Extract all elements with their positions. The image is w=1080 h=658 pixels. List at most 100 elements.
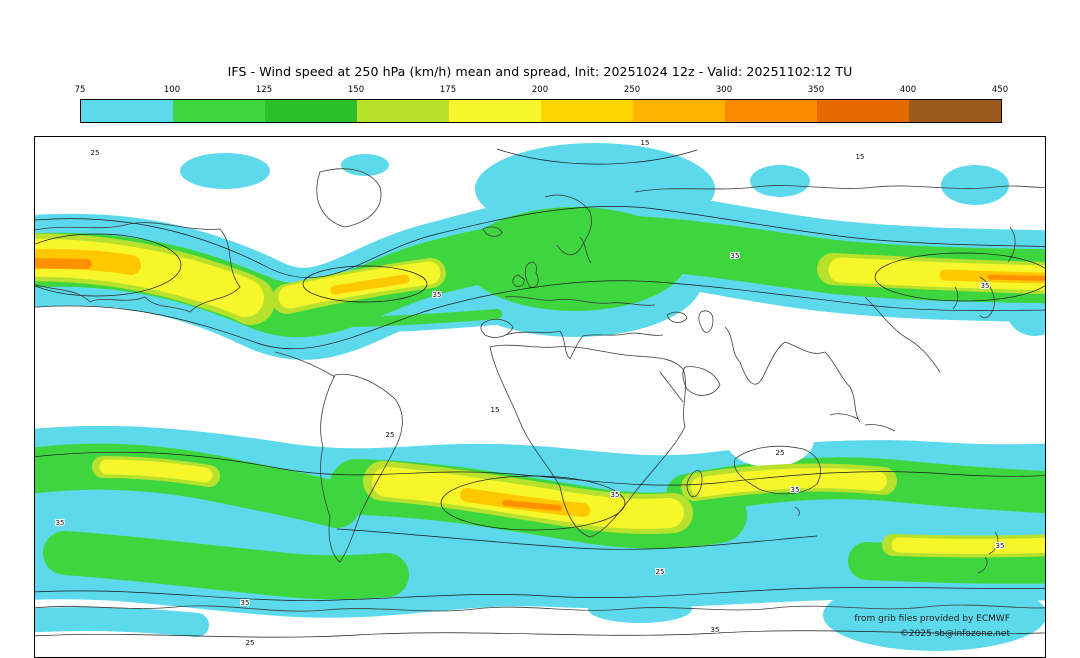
colorbar-tick-label: 200 — [531, 85, 549, 95]
spread-contour — [35, 587, 1045, 601]
coastline-south-america — [274, 351, 403, 563]
spread-contour — [35, 451, 1045, 486]
south-east-yellow — [691, 468, 887, 497]
map-frame: 25 15 15 35 35 35 15 25 25 35 35 35 25 35 35 25 35 from … — [34, 136, 1046, 658]
south-green — [848, 542, 1045, 584]
colorbar-cell — [725, 100, 817, 122]
coastline-asia-north — [634, 185, 1045, 193]
spread-contour — [336, 528, 818, 550]
contour-value-labels: 25 15 15 35 35 35 15 25 25 35 35 35 25 35 35 25 35 — [55, 138, 1006, 648]
colorbar-cell — [449, 100, 541, 122]
north-east-orange — [987, 274, 1045, 282]
coastline-arabia — [659, 366, 721, 403]
spread-contour — [35, 206, 1045, 278]
contour-label: 35 — [981, 282, 990, 290]
low-wind-hole — [726, 413, 814, 467]
credit-source: from grib files provided by ECMWF — [854, 614, 1010, 624]
colorbar-cell — [909, 100, 1001, 122]
spread-contour — [35, 233, 182, 297]
contour-label: 35 — [56, 519, 65, 527]
south-far-east-yellow — [891, 537, 1045, 554]
cyan-patch — [941, 165, 1009, 205]
contour-label: 35 — [611, 491, 620, 499]
colorbar-tick-label: 125 — [255, 85, 273, 95]
spread-contours — [35, 148, 1045, 638]
colorbar-wrap: 75 100 125 150 175 200 250 300 350 400 450 — [75, 85, 1009, 123]
coastline-europe — [504, 296, 664, 360]
colorbar-ticks: 75 100 125 150 175 200 250 300 350 400 450 — [75, 85, 1009, 98]
contour-label: 35 — [731, 252, 740, 260]
coastline-black-sea — [666, 311, 688, 323]
contour-label: 15 — [856, 153, 865, 161]
colorbar-tick-label: 450 — [991, 85, 1009, 95]
north-mid-gold — [330, 274, 410, 295]
coastline-iberia — [480, 318, 514, 338]
south-west-yellow — [99, 459, 213, 483]
cyan-patch — [341, 154, 389, 176]
colorbar-cell — [265, 100, 357, 122]
contour-label: 35 — [433, 291, 442, 299]
coastline-east-asia — [864, 226, 1016, 373]
contour-label: 15 — [491, 406, 500, 414]
coastline-british-isles — [512, 261, 539, 288]
coastline-caspian-sea — [698, 310, 714, 333]
contour-label: 25 — [246, 639, 255, 647]
credit-copyright: ©2025 sb@infozone.net — [900, 629, 1011, 639]
contour-label: 25 — [776, 449, 785, 457]
south-green — [43, 531, 409, 600]
subtropical-streak-green — [240, 309, 502, 328]
coastline-north-america — [35, 222, 241, 313]
colorbar-tick-label: 150 — [347, 85, 365, 95]
colorbar-tick-label: 300 — [715, 85, 733, 95]
colorbar — [80, 99, 1002, 123]
coastlines — [35, 168, 1045, 612]
wind-speed-map: 25 15 15 35 35 35 15 25 25 35 35 35 25 35 35 25 35 from … — [35, 138, 1045, 651]
colorbar-tick-label: 75 — [74, 85, 86, 95]
colorbar-cell — [173, 100, 265, 122]
colorbar-cell — [541, 100, 633, 122]
north-west-orange — [35, 258, 92, 269]
colorbar-tick-label: 350 — [807, 85, 825, 95]
spread-contour — [35, 280, 1045, 350]
coastline-new-zealand — [977, 531, 999, 574]
spread-contour — [35, 630, 1045, 638]
colorbar-tick-label: 250 — [623, 85, 641, 95]
cyan-hole — [248, 520, 292, 546]
cyan-patch — [588, 595, 692, 623]
contour-label: 35 — [241, 599, 250, 607]
cyan-strip — [35, 606, 209, 637]
cyan-patch — [180, 153, 270, 189]
colorbar-tick-label: 100 — [163, 85, 181, 95]
southeast-cyan-patch — [823, 579, 1045, 651]
coastline-madagascar — [686, 470, 703, 498]
coastline-australia — [733, 445, 821, 517]
europe-green-patch — [463, 207, 687, 311]
colorbar-cell — [81, 100, 173, 122]
coastline-greenland — [316, 168, 382, 228]
spread-contour — [440, 475, 626, 531]
colorbar-cell — [357, 100, 449, 122]
coastline-africa — [489, 344, 686, 538]
south-green — [35, 443, 360, 528]
spread-contour — [496, 148, 698, 165]
coastline-iceland — [482, 226, 503, 237]
mean-windspeed-shading — [35, 143, 1045, 651]
south-mid-orange — [502, 500, 562, 511]
coastline-south-asia — [724, 326, 896, 432]
colorbar-tick-label: 175 — [439, 85, 457, 95]
cyan-patch — [750, 165, 810, 197]
spread-contour — [874, 252, 1045, 302]
contour-label: 25 — [656, 568, 665, 576]
colorbar-cell — [817, 100, 909, 122]
colorbar-tick-label: 400 — [899, 85, 917, 95]
contour-label: 35 — [711, 626, 720, 634]
contour-label: 25 — [386, 431, 395, 439]
coastline-scandinavia — [544, 194, 592, 264]
contour-label: 15 — [641, 139, 650, 147]
coastline-antarctica — [35, 604, 1045, 612]
colorbar-cell — [633, 100, 725, 122]
contour-label: 35 — [791, 486, 800, 494]
chart-title: IFS - Wind speed at 250 hPa (km/h) mean … — [227, 64, 853, 79]
contour-label: 25 — [91, 149, 100, 157]
